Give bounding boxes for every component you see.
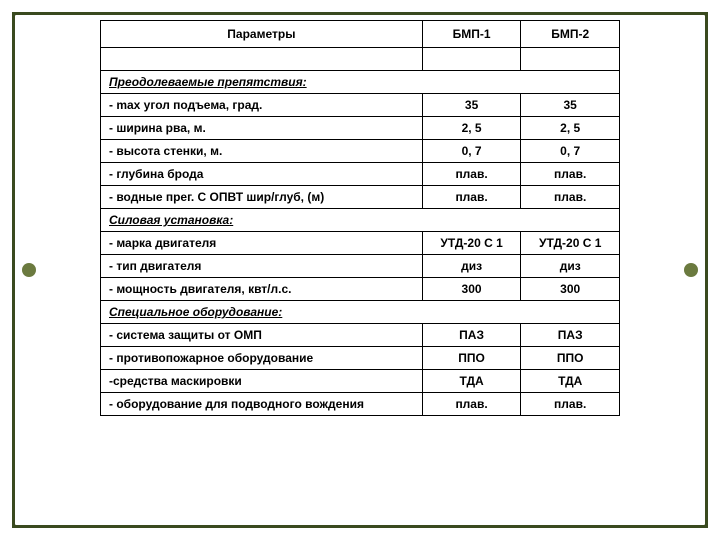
table-row: - глубина брода плав. плав. (101, 163, 620, 186)
value-cell: УТД-20 С 1 (521, 232, 620, 255)
param-cell: - марка двигателя (101, 232, 423, 255)
header-parameters: Параметры (101, 21, 423, 48)
param-cell: - max угол подъема, град. (101, 94, 423, 117)
table-row: - max угол подъема, град. 35 35 (101, 94, 620, 117)
header-bmp2: БМП-2 (521, 21, 620, 48)
comparison-table: Параметры БМП-1 БМП-2 Преодолеваемые пре… (100, 20, 620, 416)
param-cell: - высота стенки, м. (101, 140, 423, 163)
value-cell: ПАЗ (422, 324, 521, 347)
value-cell: ТДА (521, 370, 620, 393)
table-row: - марка двигателя УТД-20 С 1 УТД-20 С 1 (101, 232, 620, 255)
table-row: - водные прег. С ОПВТ шир/глуб, (м) плав… (101, 186, 620, 209)
value-cell: 2, 5 (521, 117, 620, 140)
value-cell: 300 (422, 278, 521, 301)
corner-tl (12, 12, 43, 43)
value-cell: диз (422, 255, 521, 278)
empty-cell (101, 48, 423, 71)
section-obstacles: Преодолеваемые препятствия: (101, 71, 620, 94)
table-row: - мощность двигателя, квт/л.с. 300 300 (101, 278, 620, 301)
value-cell: плав. (422, 163, 521, 186)
empty-cell (521, 48, 620, 71)
value-cell: УТД-20 С 1 (422, 232, 521, 255)
param-cell: - противопожарное оборудование (101, 347, 423, 370)
param-cell: - мощность двигателя, квт/л.с. (101, 278, 423, 301)
value-cell: 300 (521, 278, 620, 301)
section-row-power: Силовая установка: (101, 209, 620, 232)
param-cell: - оборудование для подводного вождения (101, 393, 423, 416)
bullet-dot-right (684, 263, 698, 277)
table-row: - ширина рва, м. 2, 5 2, 5 (101, 117, 620, 140)
value-cell: плав. (521, 163, 620, 186)
param-cell: - тип двигателя (101, 255, 423, 278)
value-cell: ППО (521, 347, 620, 370)
value-cell: ТДА (422, 370, 521, 393)
bullet-dot-left (22, 263, 36, 277)
value-cell: ППО (422, 347, 521, 370)
value-cell: плав. (422, 393, 521, 416)
value-cell: 35 (422, 94, 521, 117)
corner-tr (677, 12, 708, 43)
table-spacer-row (101, 48, 620, 71)
value-cell: плав. (422, 186, 521, 209)
value-cell: 2, 5 (422, 117, 521, 140)
table-row: - тип двигателя диз диз (101, 255, 620, 278)
value-cell: ПАЗ (521, 324, 620, 347)
value-cell: 0, 7 (521, 140, 620, 163)
param-cell: - система защиты от ОМП (101, 324, 423, 347)
param-cell: - ширина рва, м. (101, 117, 423, 140)
param-cell: -средства маскировки (101, 370, 423, 393)
section-row-special: Специальное оборудование: (101, 301, 620, 324)
table-row: - противопожарное оборудование ППО ППО (101, 347, 620, 370)
empty-cell (422, 48, 521, 71)
value-cell: диз (521, 255, 620, 278)
table-row: - оборудование для подводного вождения п… (101, 393, 620, 416)
value-cell: плав. (521, 186, 620, 209)
value-cell: 0, 7 (422, 140, 521, 163)
header-bmp1: БМП-1 (422, 21, 521, 48)
table-row: -средства маскировки ТДА ТДА (101, 370, 620, 393)
section-power: Силовая установка: (101, 209, 620, 232)
section-row-obstacles: Преодолеваемые препятствия: (101, 71, 620, 94)
value-cell: 35 (521, 94, 620, 117)
corner-br (677, 497, 708, 528)
param-cell: - глубина брода (101, 163, 423, 186)
table-row: - высота стенки, м. 0, 7 0, 7 (101, 140, 620, 163)
corner-bl (12, 497, 43, 528)
table-header-row: Параметры БМП-1 БМП-2 (101, 21, 620, 48)
comparison-table-container: Параметры БМП-1 БМП-2 Преодолеваемые пре… (100, 20, 620, 416)
table-row: - система защиты от ОМП ПАЗ ПАЗ (101, 324, 620, 347)
section-special: Специальное оборудование: (101, 301, 620, 324)
param-cell: - водные прег. С ОПВТ шир/глуб, (м) (101, 186, 423, 209)
value-cell: плав. (521, 393, 620, 416)
